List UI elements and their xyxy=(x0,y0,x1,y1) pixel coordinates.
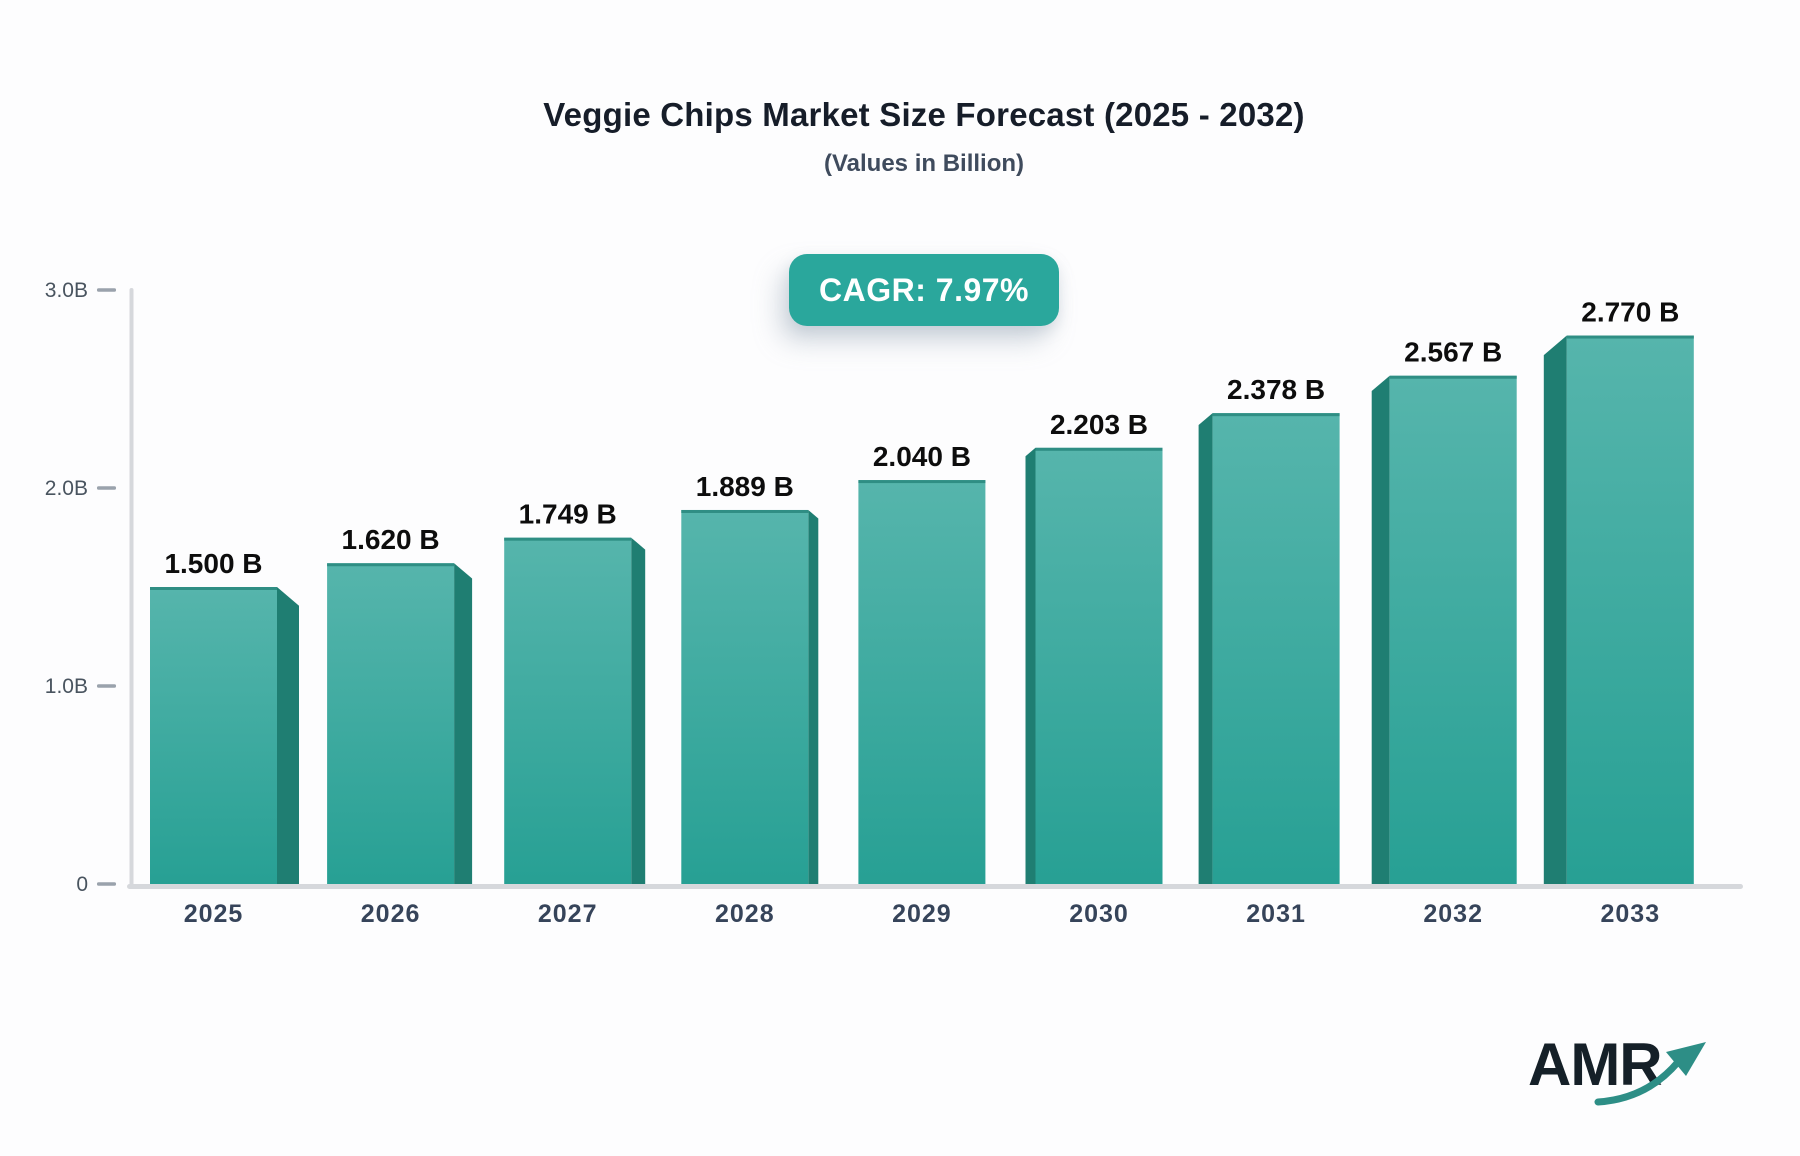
bar-top-edge xyxy=(1035,447,1163,451)
bar-top-edge xyxy=(858,480,986,484)
bar-value-label: 2.378 B xyxy=(1227,374,1325,405)
bar-2028 xyxy=(681,509,809,884)
amr-logo: AMR xyxy=(1528,1030,1718,1110)
bar-top-edge xyxy=(1389,375,1517,379)
y-tick-dash xyxy=(97,288,116,292)
bar-top-edge xyxy=(150,587,277,590)
y-tick-label: 3.0B xyxy=(45,279,88,302)
x-axis-line xyxy=(127,884,1743,889)
bar-side-face xyxy=(1025,447,1036,884)
bar-2032 xyxy=(1389,375,1517,884)
bar-side-face xyxy=(1198,413,1213,884)
bar-top-edge xyxy=(681,509,809,513)
bar-top-edge xyxy=(1212,413,1340,417)
amr-logo-text: AMR xyxy=(1528,1031,1663,1098)
y-tick-label: 1.0B xyxy=(45,675,88,698)
y-tick-dash xyxy=(97,486,116,490)
bar-value-label: 2.770 B xyxy=(1581,297,1679,328)
bar-value-label: 2.567 B xyxy=(1404,337,1502,368)
bar-value-label: 1.500 B xyxy=(164,548,262,579)
bar-2025 xyxy=(150,587,277,884)
x-tick-label-2030: 2030 xyxy=(1069,900,1129,928)
x-tick-label-2033: 2033 xyxy=(1600,900,1660,928)
bar-2026 xyxy=(327,563,455,884)
bar-2029 xyxy=(858,480,986,884)
x-tick-label-2029: 2029 xyxy=(892,900,952,928)
x-tick-label-2025: 2025 xyxy=(184,900,244,928)
x-tick-label-2028: 2028 xyxy=(715,900,775,928)
y-axis-line xyxy=(129,288,134,888)
x-tick-label-2031: 2031 xyxy=(1246,900,1306,928)
growth-arrow-icon xyxy=(1594,1042,1706,1106)
bar-side-face xyxy=(1543,335,1567,884)
bar-side-face xyxy=(631,537,646,884)
bar-value-label: 1.889 B xyxy=(696,471,794,502)
bar-2030 xyxy=(1035,447,1163,884)
bar-2033 xyxy=(1566,335,1694,884)
x-tick-label-2026: 2026 xyxy=(361,900,421,928)
bar-side-face xyxy=(1371,375,1390,884)
y-tick-dash xyxy=(97,684,116,688)
bar-top-edge xyxy=(1566,335,1694,339)
y-tick-label: 0 xyxy=(76,873,88,896)
y-tick-dash xyxy=(97,882,116,886)
bar-side-face xyxy=(277,587,299,884)
bar-top-edge xyxy=(327,563,455,567)
cagr-badge-label: CAGR: 7.97% xyxy=(819,271,1029,308)
bar-value-label: 1.620 B xyxy=(342,524,440,555)
bar-side-face xyxy=(454,563,473,884)
y-tick-label: 2.0B xyxy=(45,477,88,500)
x-tick-label-2027: 2027 xyxy=(538,900,598,928)
cagr-badge: CAGR: 7.97% xyxy=(789,254,1059,326)
bar-side-face xyxy=(808,509,819,884)
x-tick-label-2032: 2032 xyxy=(1423,900,1483,928)
bar-2031 xyxy=(1212,413,1340,884)
bar-value-label: 1.749 B xyxy=(519,499,617,530)
bar-value-label: 2.203 B xyxy=(1050,409,1148,440)
bar-2027 xyxy=(504,537,632,884)
bar-value-label: 2.040 B xyxy=(873,441,971,472)
bar-top-edge xyxy=(504,537,632,541)
